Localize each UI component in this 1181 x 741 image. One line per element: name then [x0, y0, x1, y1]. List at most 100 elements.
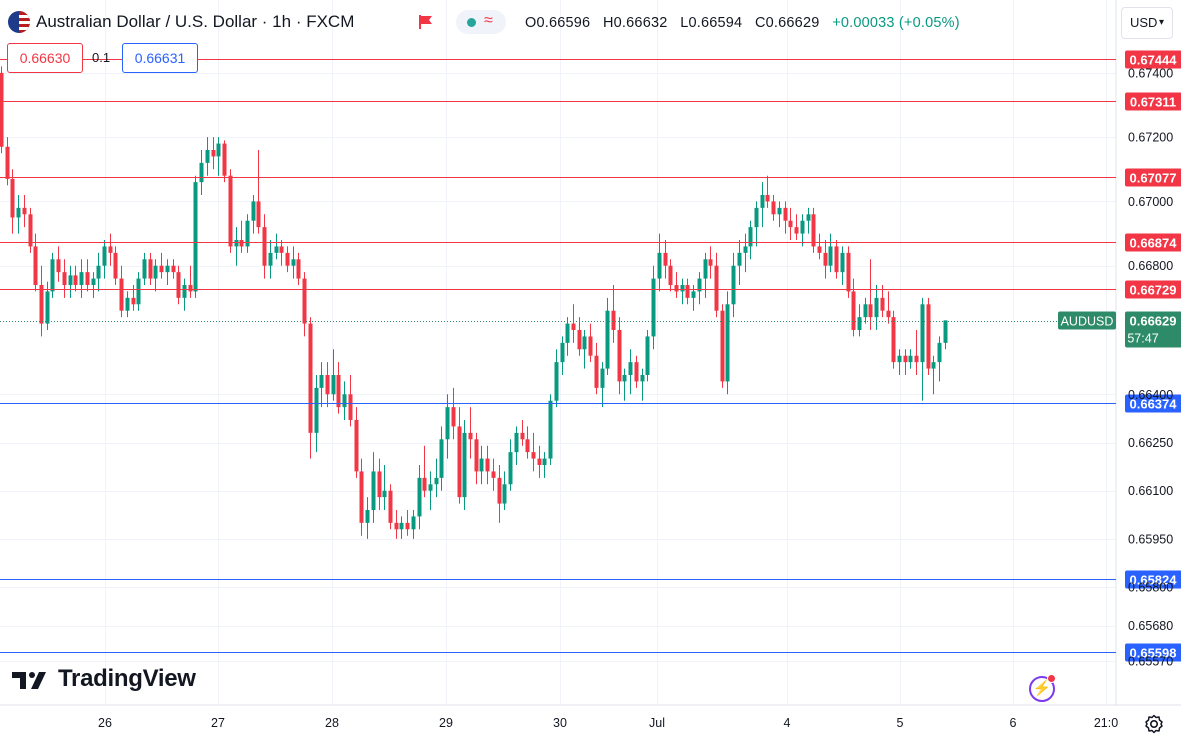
candle-body: [262, 227, 267, 266]
candle-body: [125, 297, 130, 311]
candle-body: [216, 143, 221, 157]
spread-value: 0.1: [92, 50, 111, 65]
candle-body: [171, 265, 176, 273]
candle-body: [256, 201, 261, 228]
candle-body: [514, 432, 519, 453]
price-tick-label: 0.66400: [1128, 388, 1173, 402]
time-tick-label: 28: [325, 716, 339, 730]
candle-body: [382, 490, 387, 498]
current-price-bg: [1125, 311, 1181, 348]
settings-gear-icon[interactable]: [1143, 713, 1165, 735]
candle-body: [577, 330, 582, 350]
symbol-tag-bg: [1058, 311, 1116, 330]
candle-body: [840, 252, 845, 273]
support-level-label: 0.65824: [1130, 573, 1178, 588]
horizontal-levels[interactable]: 0.67444 0.67311 0.67077 0.66874 0.66729 0.663…: [0, 50, 1181, 662]
candle-body: [182, 285, 187, 298]
resistance-level-label-bg: [1125, 168, 1181, 187]
price-tick-label: 0.66800: [1128, 259, 1173, 273]
candle-body: [205, 150, 210, 163]
candle-body: [479, 458, 484, 472]
candle-body: [720, 310, 725, 382]
candle-body: [765, 195, 770, 202]
candle-body: [771, 201, 776, 215]
candle-body: [308, 323, 313, 433]
price-tick-label: 0.66250: [1128, 436, 1173, 450]
candle-body: [708, 259, 713, 266]
candle-body: [0, 72, 4, 147]
current-price-label: 0.66629: [1130, 314, 1177, 329]
candle-body: [268, 252, 273, 266]
candle-body: [605, 310, 610, 369]
candle-body: [291, 259, 296, 266]
candle-body: [703, 259, 708, 279]
candle-body: [79, 272, 84, 285]
resistance-level-label-bg: [1125, 50, 1181, 69]
candle-body: [331, 375, 336, 395]
candle-body: [10, 178, 15, 218]
candle-body: [628, 362, 633, 375]
market-closed-flag-icon[interactable]: [418, 14, 434, 30]
sell-price-button[interactable]: 0.66630: [7, 43, 83, 73]
candle-body: [588, 336, 593, 356]
candle-body: [417, 477, 422, 517]
candle-body: [823, 252, 828, 266]
symbol-title[interactable]: Australian Dollar / U.S. Dollar · 1h · F…: [36, 12, 355, 31]
candle-body: [279, 246, 284, 253]
candle-body: [365, 510, 370, 523]
candle-body: [85, 272, 90, 285]
candle-body: [874, 297, 879, 318]
symbol-tag-label: AUDUSD: [1061, 315, 1114, 329]
candle-body: [611, 310, 616, 330]
candle-body: [462, 432, 467, 498]
grid-lines: [0, 0, 1116, 705]
candle-body: [542, 458, 547, 465]
lightning-icon[interactable]: ⚡: [1029, 674, 1056, 702]
price-tick-label: 0.67200: [1128, 131, 1173, 145]
candle-body: [800, 220, 805, 234]
candle-body: [502, 484, 507, 504]
candle-body: [908, 355, 913, 363]
candle-body: [211, 150, 216, 157]
candle-body: [657, 252, 662, 279]
candle-body: [274, 246, 279, 253]
data-status-pill[interactable]: ≈: [456, 10, 506, 34]
candle-body: [525, 439, 530, 453]
candle-body: [136, 278, 141, 305]
buy-price-button[interactable]: 0.66631: [122, 43, 198, 73]
candle-body: [828, 246, 833, 266]
candle-body: [234, 240, 239, 247]
candle-body: [153, 265, 158, 279]
aud-usd-flag-icon: [8, 11, 30, 33]
candle-body: [148, 259, 153, 279]
candle-body: [56, 259, 61, 273]
candles: [0, 66, 948, 539]
candle-body: [851, 291, 856, 330]
candle-body: [336, 375, 341, 408]
support-level-label-bg: [1125, 643, 1181, 662]
time-axis-ticks: 26 27 28 29 30 Jul 4 5 6 21:0: [98, 716, 1118, 730]
chart-header: Australian Dollar / U.S. Dollar · 1h · F…: [0, 0, 1116, 46]
support-level-label-bg: [1125, 394, 1181, 413]
candle-body: [33, 246, 38, 285]
candle-body: [931, 362, 936, 369]
candle-body: [39, 285, 44, 324]
candle-body: [359, 471, 364, 523]
candle-body: [399, 522, 404, 530]
candle-body: [811, 214, 816, 247]
candle-body: [319, 375, 324, 388]
candle-body: [617, 330, 622, 382]
bar-countdown-label: 57:47: [1127, 332, 1158, 346]
time-tick-label: 26: [98, 716, 112, 730]
candle-body: [176, 272, 181, 298]
candle-body: [737, 252, 742, 266]
candle-body: [5, 146, 10, 179]
candle-body: [457, 426, 462, 498]
resistance-level-label: 0.66874: [1130, 236, 1178, 251]
currency-selector[interactable]: USD ▾: [1121, 7, 1173, 39]
time-tick-label: 29: [439, 716, 453, 730]
candle-body: [451, 407, 456, 427]
candle-body: [314, 387, 319, 433]
candle-body: [228, 175, 233, 247]
